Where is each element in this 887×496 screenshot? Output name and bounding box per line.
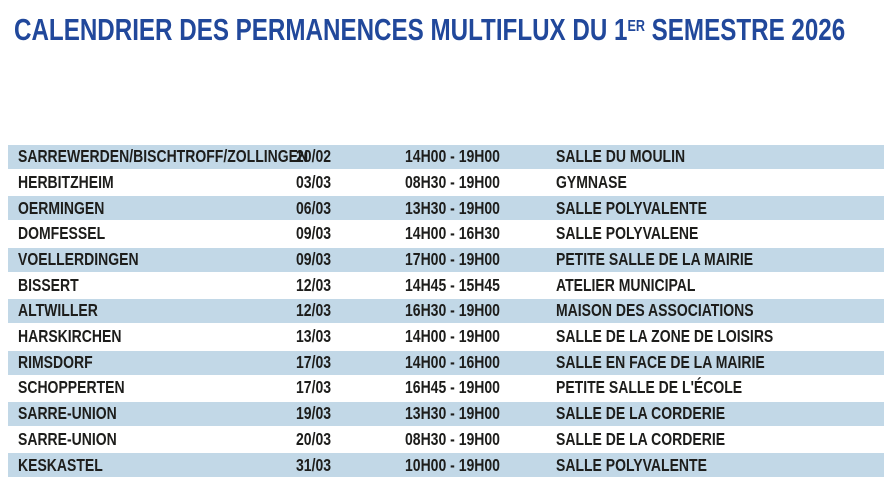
time-cell: 16H30 - 19H00 <box>405 300 500 321</box>
date-cell: 13/03 <box>296 326 332 347</box>
date-cell: 17/03 <box>296 351 332 372</box>
time-cell: 14H00 - 16H30 <box>405 223 500 244</box>
date-cell: 09/03 <box>296 249 332 269</box>
table-row: SCHOPPERTEN 17/03 16H45 - 19H00 PETITE S… <box>8 376 884 401</box>
date-cell: 19/03 <box>296 403 332 424</box>
table-row: SARRE-UNION 19/03 13H30 - 19H00 SALLE DE… <box>8 401 884 426</box>
table-row: ALTWILLER 12/03 16H30 - 19H00 MAISON DES… <box>8 299 884 324</box>
time-cell: 17H00 - 19H00 <box>405 249 500 269</box>
venue-cell: MAISON DES ASSOCIATIONS <box>556 300 754 321</box>
location-cell: SARRE-UNION <box>18 403 117 424</box>
date-cell: 09/03 <box>296 223 332 244</box>
venue-cell: SALLE DE LA ZONE DE LOISIRS <box>556 326 774 347</box>
date-cell: 06/03 <box>296 197 332 218</box>
table-row: BISSERT 12/03 14H45 - 15H45 ATELIER MUNI… <box>8 273 884 298</box>
location-cell: RIMSDORF <box>18 351 93 372</box>
table-row: DOMFESSEL 09/03 14H00 - 16H30 SALLE POLY… <box>8 222 884 247</box>
table-row: HERBITZHEIM 03/03 08H30 - 19H00 GYMNASE <box>8 170 884 195</box>
venue-cell: SALLE DE LA CORDERIE <box>556 428 726 449</box>
time-cell: 08H30 - 19H00 <box>405 171 500 192</box>
venue-cell: GYMNASE <box>556 171 627 192</box>
venue-cell: SALLE POLYVALENTE <box>556 197 707 218</box>
venue-cell: SALLE POLYVALENTE <box>556 454 707 475</box>
venue-cell: SALLE DE LA CORDERIE <box>556 403 726 424</box>
time-cell: 14H00 - 19H00 <box>405 146 500 167</box>
location-cell: OERMINGEN <box>18 197 105 218</box>
location-cell: SARRE-UNION <box>18 428 117 449</box>
page-title: CALENDRIER DES PERMANENCES MULTIFLUX DU … <box>14 12 846 47</box>
time-cell: 14H00 - 19H00 <box>405 326 500 347</box>
location-cell: BISSERT <box>18 274 79 295</box>
venue-cell: SALLE EN FACE DE LA MAIRIE <box>556 351 765 372</box>
location-cell: HARSKIRCHEN <box>18 326 122 347</box>
date-cell: 12/03 <box>296 274 332 295</box>
time-cell: 14H45 - 15H45 <box>405 274 500 295</box>
location-cell: ALTWILLER <box>18 300 98 321</box>
table-row: SARREWERDEN/BISCHTROFF/ZOLLINGEN 20/02 1… <box>8 145 884 169</box>
date-cell: 31/03 <box>296 454 332 475</box>
date-cell: 12/03 <box>296 300 332 321</box>
date-cell: 17/03 <box>296 377 332 398</box>
location-cell: DOMFESSEL <box>18 223 106 244</box>
table-row: KESKASTEL 31/03 10H00 - 19H00 SALLE POLY… <box>8 453 884 478</box>
time-cell: 16H45 - 19H00 <box>405 377 500 398</box>
schedule-table: SARREWERDEN/BISCHTROFF/ZOLLINGEN 20/02 1… <box>8 145 884 478</box>
title-suffix: SEMESTRE 2026 <box>644 12 846 47</box>
date-cell: 03/03 <box>296 171 332 192</box>
time-cell: 13H30 - 19H00 <box>405 197 500 218</box>
title-prefix: CALENDRIER DES PERMANENCES MULTIFLUX DU … <box>14 12 628 47</box>
location-cell: SARREWERDEN/BISCHTROFF/ZOLLINGEN <box>18 146 309 167</box>
venue-cell: ATELIER MUNICIPAL <box>556 274 696 295</box>
time-cell: 14H00 - 16H00 <box>405 351 500 372</box>
date-cell: 20/02 <box>296 146 332 167</box>
table-row: HARSKIRCHEN 13/03 14H00 - 19H00 SALLE DE… <box>8 324 884 349</box>
title-superscript: ER <box>627 17 645 36</box>
venue-cell: PETITE SALLE DE LA MAIRIE <box>556 249 754 269</box>
time-cell: 13H30 - 19H00 <box>405 403 500 424</box>
table-row: RIMSDORF 17/03 14H00 - 16H00 SALLE EN FA… <box>8 350 884 375</box>
venue-cell: SALLE DU MOULIN <box>556 146 686 167</box>
time-cell: 08H30 - 19H00 <box>405 428 500 449</box>
venue-cell: PETITE SALLE DE L'ÉCOLE <box>556 377 743 398</box>
location-cell: HERBITZHEIM <box>18 171 114 192</box>
location-cell: SCHOPPERTEN <box>18 377 125 398</box>
venue-cell: SALLE POLYVALENE <box>556 223 699 244</box>
table-row: OERMINGEN 06/03 13H30 - 19H00 SALLE POLY… <box>8 196 884 221</box>
date-cell: 20/03 <box>296 428 332 449</box>
table-row: SARRE-UNION 20/03 08H30 - 19H00 SALLE DE… <box>8 427 884 452</box>
location-cell: VOELLERDINGEN <box>18 249 139 269</box>
time-cell: 10H00 - 19H00 <box>405 454 500 475</box>
location-cell: KESKASTEL <box>18 454 103 475</box>
table-row: VOELLERDINGEN 09/03 17H00 - 19H00 PETITE… <box>8 247 884 272</box>
